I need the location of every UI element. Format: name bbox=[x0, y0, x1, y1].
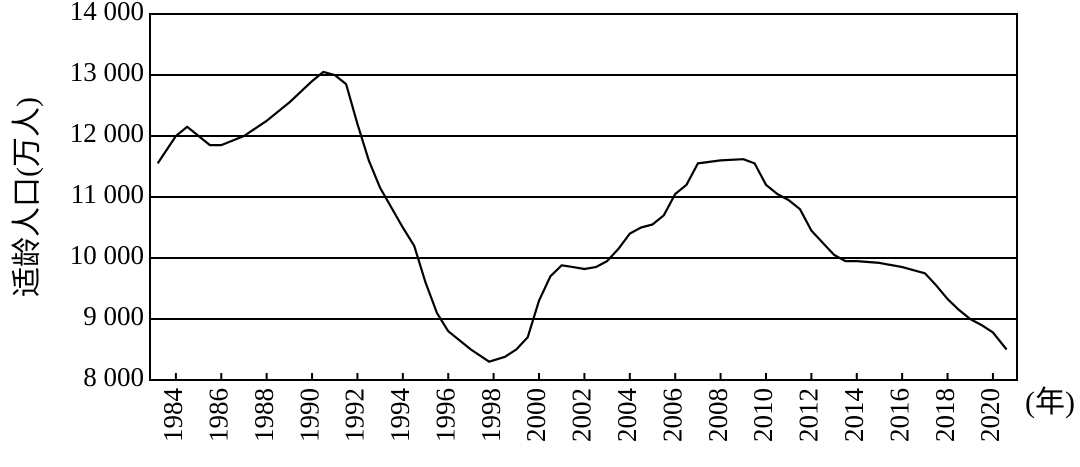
x-tick-label: 2014 bbox=[839, 388, 869, 443]
x-tick-label: 1998 bbox=[476, 388, 506, 442]
x-tick-label: 2002 bbox=[567, 388, 597, 442]
x-tick-label: 1990 bbox=[294, 388, 324, 442]
y-tick-label: 9 000 bbox=[83, 301, 144, 331]
y-tick-label: 8 000 bbox=[83, 362, 144, 392]
y-tick-label: 13 000 bbox=[70, 57, 144, 87]
x-axis-label: (年) bbox=[1025, 386, 1075, 419]
x-tick-label: 2012 bbox=[794, 388, 824, 442]
x-tick-label: 2016 bbox=[884, 388, 914, 442]
x-tick-label: 1988 bbox=[249, 388, 279, 442]
y-tick-label: 11 000 bbox=[71, 179, 144, 209]
x-tick-label: 1992 bbox=[340, 388, 370, 442]
x-tick-label: 2008 bbox=[703, 388, 733, 442]
x-tick-label: 2006 bbox=[657, 388, 687, 442]
x-tick-label: 1996 bbox=[430, 388, 460, 442]
plot-frame bbox=[149, 13, 1018, 381]
y-tick-label: 10 000 bbox=[70, 240, 144, 270]
x-tick-label: 1984 bbox=[158, 388, 188, 443]
y-tick-label: 12 000 bbox=[70, 118, 144, 148]
x-tick-label: 2018 bbox=[930, 388, 960, 442]
data-line bbox=[156, 70, 1008, 363]
x-tick-label: 2010 bbox=[748, 388, 778, 442]
x-tick-label: 1986 bbox=[203, 388, 233, 442]
y-axis-label: 适龄人口(万人) bbox=[11, 97, 44, 297]
y-tick-label: 14 000 bbox=[70, 0, 144, 26]
x-tick-label: 2004 bbox=[612, 388, 642, 443]
x-tick-label: 2020 bbox=[975, 388, 1005, 442]
x-tick-label: 2000 bbox=[521, 388, 551, 442]
x-tick-label: 1994 bbox=[385, 388, 415, 443]
